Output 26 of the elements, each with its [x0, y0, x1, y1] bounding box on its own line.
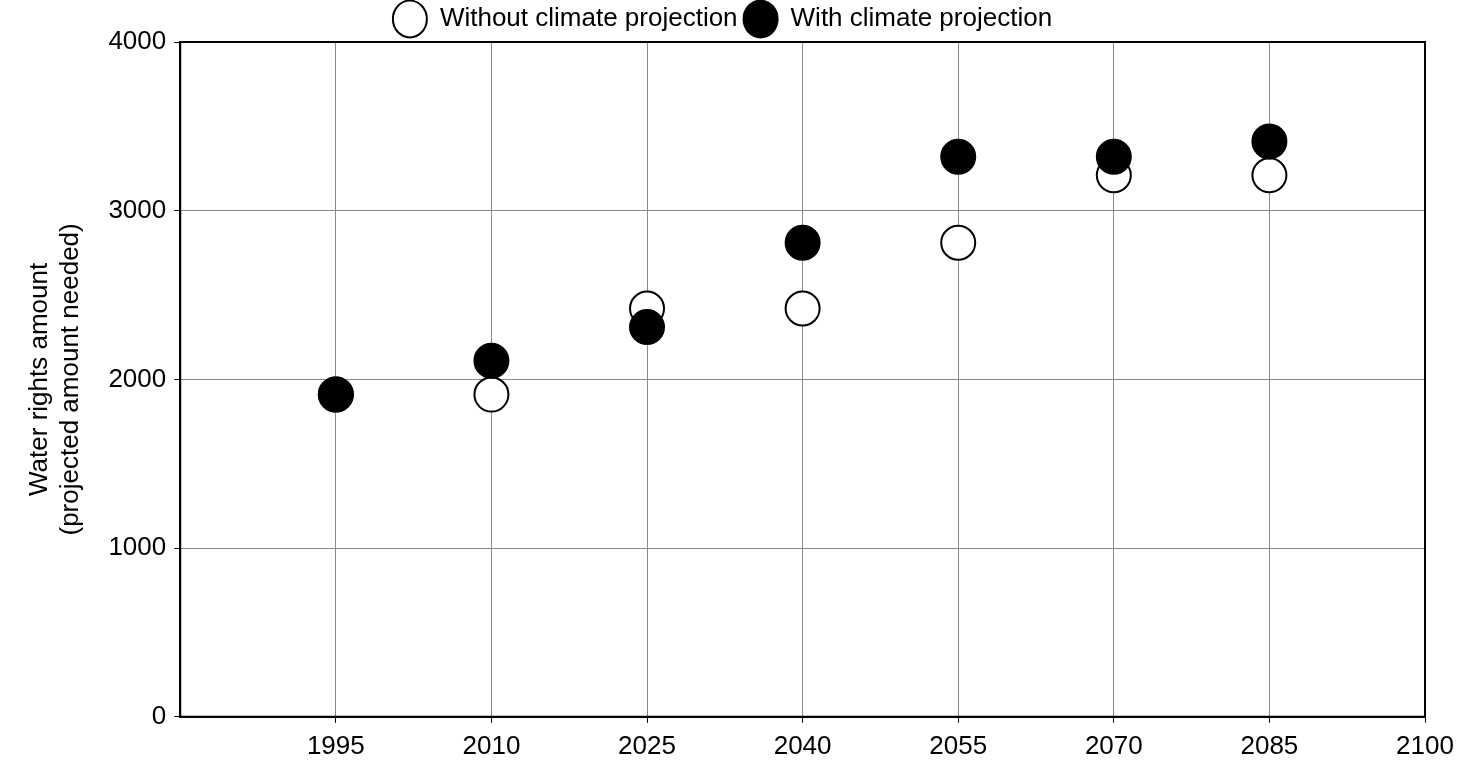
point — [784, 224, 821, 261]
y-axis-title: Water rights amount (projected amount needed) — [22, 223, 84, 536]
y-tick-label: 2000 — [108, 362, 167, 393]
y-tick-label: 0 — [151, 699, 167, 730]
x-tick-label: 2100 — [1396, 729, 1454, 760]
x-tick-label: 2010 — [462, 729, 521, 760]
legend-label: With climate projection — [790, 2, 1053, 33]
y-tick-label: 1000 — [108, 531, 167, 562]
x-tick-label: 2025 — [618, 729, 676, 760]
point — [473, 376, 510, 413]
point — [629, 309, 666, 346]
point — [1251, 123, 1288, 160]
y-tick-label: 3000 — [108, 193, 167, 224]
point — [940, 224, 977, 261]
point — [940, 138, 977, 175]
y-tick-label: 4000 — [108, 25, 167, 56]
point — [473, 342, 510, 379]
x-tick-label: 2055 — [929, 729, 988, 760]
legend-label: Without climate projection — [439, 2, 738, 33]
x-tick-label: 2085 — [1240, 729, 1299, 760]
x-tick-label: 2040 — [773, 729, 832, 760]
point — [1095, 138, 1132, 175]
x-tick-label: 1995 — [306, 729, 365, 760]
x-tick-label: 2070 — [1084, 729, 1143, 760]
point — [784, 290, 821, 327]
point — [1251, 157, 1288, 194]
